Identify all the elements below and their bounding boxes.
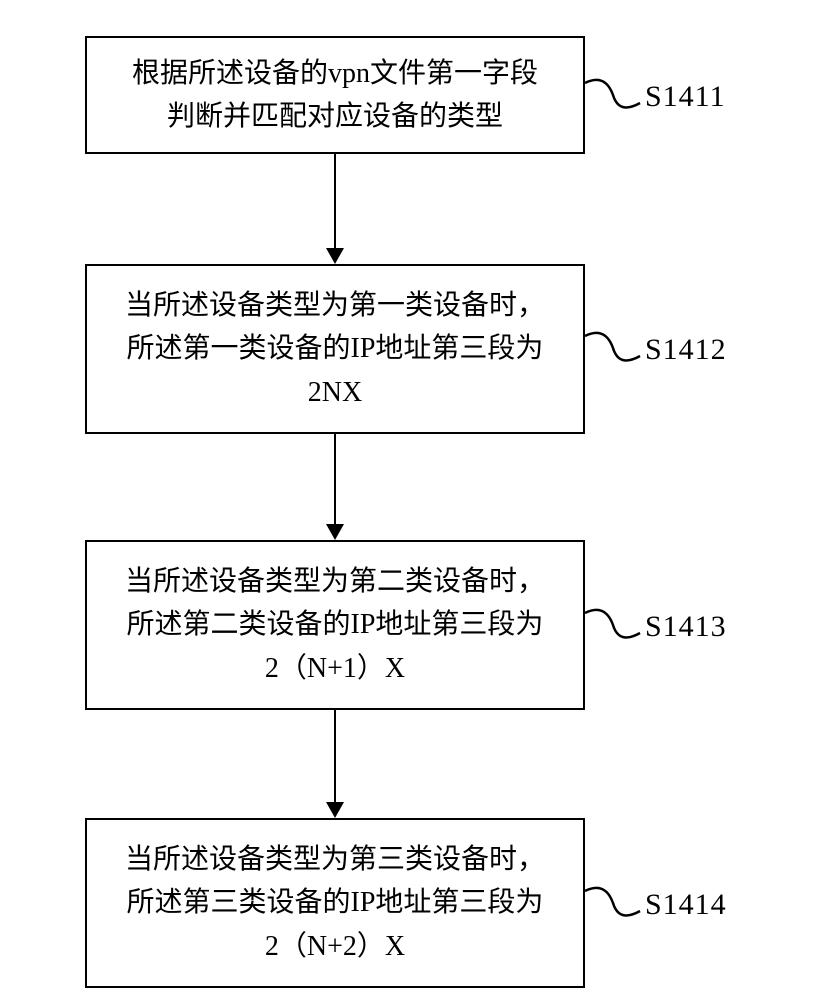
brace-2 [585, 328, 640, 368]
arrow-1-line [334, 154, 336, 248]
brace-4 [585, 883, 640, 923]
brace-1 [585, 75, 640, 115]
arrow-2-head [326, 524, 344, 540]
brace-3 [585, 605, 640, 645]
arrow-1-head [326, 248, 344, 264]
flow-node-4: 当所述设备类型为第三类设备时， 所述第三类设备的IP地址第三段为 2（N+2）X [85, 818, 585, 988]
flow-node-3: 当所述设备类型为第二类设备时， 所述第二类设备的IP地址第三段为 2（N+1）X [85, 540, 585, 710]
arrow-3-line [334, 710, 336, 802]
flow-node-1: 根据所述设备的vpn文件第一字段 判断并匹配对应设备的类型 [85, 36, 585, 154]
flowchart-canvas: 根据所述设备的vpn文件第一字段 判断并匹配对应设备的类型 当所述设备类型为第一… [0, 0, 830, 1000]
arrow-2-line [334, 434, 336, 524]
flow-node-2: 当所述设备类型为第一类设备时， 所述第一类设备的IP地址第三段为 2NX [85, 264, 585, 434]
flow-node-4-text: 当所述设备类型为第三类设备时， 所述第三类设备的IP地址第三段为 2（N+2）X [125, 838, 545, 968]
step-label-3: S1413 [645, 610, 727, 644]
step-label-1: S1411 [645, 80, 726, 114]
step-label-4: S1414 [645, 888, 727, 922]
step-label-2: S1412 [645, 333, 727, 367]
flow-node-3-text: 当所述设备类型为第二类设备时， 所述第二类设备的IP地址第三段为 2（N+1）X [125, 560, 545, 690]
arrow-3-head [326, 802, 344, 818]
flow-node-1-text: 根据所述设备的vpn文件第一字段 判断并匹配对应设备的类型 [132, 52, 538, 139]
flow-node-2-text: 当所述设备类型为第一类设备时， 所述第一类设备的IP地址第三段为 2NX [125, 284, 545, 414]
